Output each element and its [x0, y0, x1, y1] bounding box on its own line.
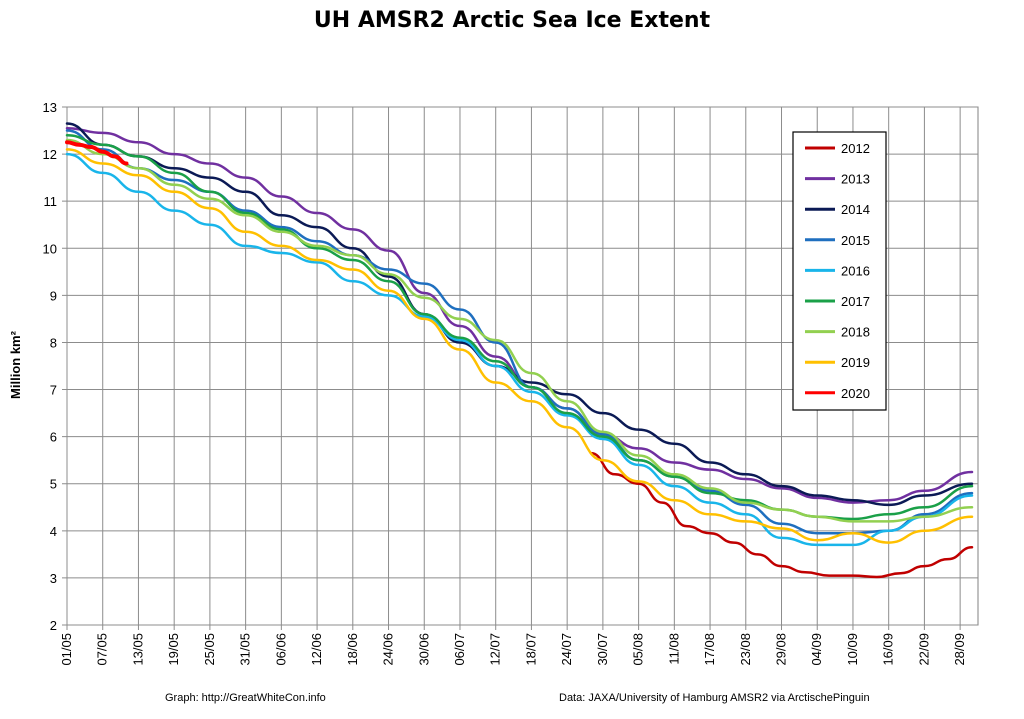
x-tick-label: 24/06 [381, 633, 396, 666]
x-tick-label: 06/07 [452, 633, 467, 666]
series-line-2018 [65, 138, 974, 523]
series-line-2013 [65, 126, 974, 504]
legend-label-2019: 2019 [841, 355, 870, 370]
x-tick-label: 28/09 [952, 633, 967, 666]
y-tick-label: 2 [50, 618, 57, 633]
series-line-2016 [65, 152, 974, 547]
y-tick-label: 3 [50, 571, 57, 586]
y-tick-label: 11 [44, 194, 58, 209]
x-axis-ticks: 01/05 07/05 13/05 19/05 25/05 31/05 06/06 12/06… [59, 633, 967, 666]
x-tick-label: 13/05 [130, 633, 145, 666]
x-tick-label: 05/08 [631, 633, 646, 666]
x-tick-label: 30/07 [595, 633, 610, 666]
y-tick-label: 4 [50, 524, 57, 539]
y-tick-label: 12 [43, 147, 57, 162]
y-tick-label: 9 [50, 288, 57, 303]
x-tick-label: 24/07 [559, 633, 574, 666]
x-tick-label: 12/07 [488, 633, 503, 666]
series-line-2012 [589, 451, 974, 579]
chart-title: UH AMSR2 Arctic Sea Ice Extent [313, 8, 711, 33]
x-tick-label: 29/08 [774, 633, 789, 666]
x-tick-label: 01/05 [59, 633, 74, 666]
credit-data: Data: JAXA/University of Hamburg AMSR2 v… [559, 692, 870, 704]
x-tick-label: 16/09 [881, 633, 896, 666]
series-line-2019 [65, 148, 974, 544]
y-tick-label: 10 [43, 241, 57, 256]
x-tick-label: 23/08 [738, 633, 753, 666]
x-tick-label: 12/06 [309, 633, 324, 666]
x-tick-label: 07/05 [95, 633, 110, 666]
legend-label-2018: 2018 [841, 325, 870, 340]
series-lines [65, 122, 974, 579]
y-tick-label: 6 [50, 430, 57, 445]
x-tick-label: 19/05 [166, 633, 181, 666]
series-line-2020 [65, 140, 129, 166]
y-axis-label: Million km² [8, 330, 23, 399]
y-tick-label: 13 [43, 100, 57, 115]
x-tick-label: 17/08 [702, 633, 717, 666]
x-tick-label: 18/06 [345, 633, 360, 666]
credit-graph: Graph: http://GreatWhiteCon.info [165, 692, 326, 704]
legend-label-2015: 2015 [841, 233, 870, 248]
legend-label-2013: 2013 [841, 172, 870, 187]
legend-label-2020: 2020 [841, 386, 870, 401]
x-tick-label: 06/06 [273, 633, 288, 666]
x-tick-label: 04/09 [809, 633, 824, 666]
legend: 2012 2013 2014 2015 2016 2017 2018 2019 2020 [792, 131, 887, 411]
legend-label-2016: 2016 [841, 263, 870, 278]
legend-label-2014: 2014 [841, 202, 870, 217]
y-tick-label: 8 [50, 335, 57, 350]
x-tick-label: 22/09 [916, 633, 931, 666]
y-axis-ticks: 2 3 4 5 6 7 8 9 10 11 12 13 [43, 100, 57, 633]
x-tick-label: 10/09 [845, 633, 860, 666]
y-tick-label: 7 [50, 383, 57, 398]
legend-label-2017: 2017 [841, 294, 870, 309]
y-tick-label: 5 [50, 477, 57, 492]
x-tick-label: 25/05 [202, 633, 217, 666]
x-tick-label: 11/08 [666, 633, 681, 665]
legend-label-2012: 2012 [841, 141, 870, 156]
x-tick-label: 30/06 [416, 633, 431, 666]
x-tick-label: 31/05 [238, 633, 253, 666]
x-tick-label: 18/07 [523, 633, 538, 666]
